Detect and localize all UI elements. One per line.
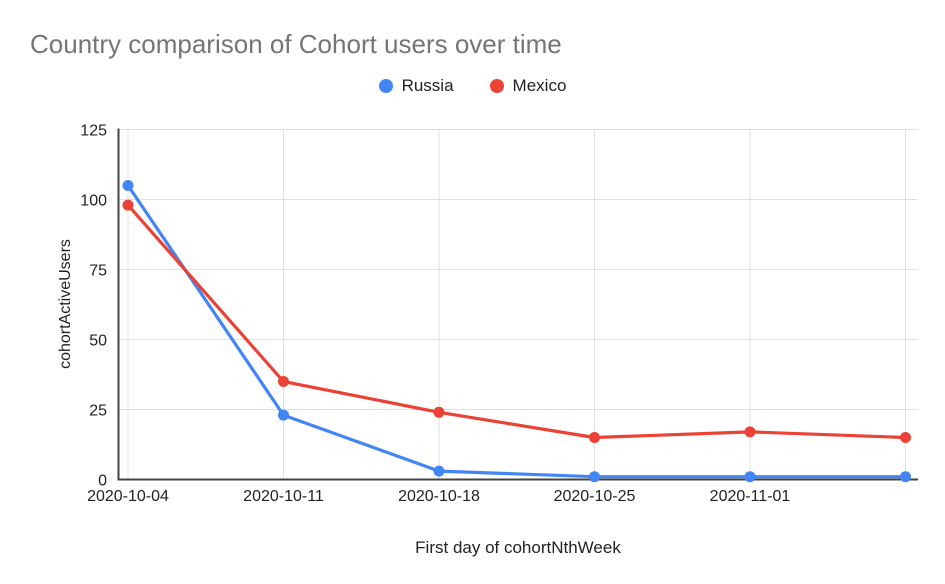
data-point-russia-1	[278, 409, 289, 421]
series-line-russia	[126, 183, 908, 479]
series-line-mexico	[126, 203, 908, 440]
y-tick-label: 25	[89, 403, 107, 420]
data-point-mexico-0	[122, 199, 134, 211]
legend-item-russia: Russia	[378, 76, 454, 96]
data-point-russia-4	[744, 471, 756, 483]
y-tick-label: 0	[98, 473, 107, 490]
legend-label: Russia	[401, 76, 454, 95]
chart-title: Country comparison of Cohort users over …	[30, 29, 562, 59]
x-tick-label: 2020-10-18	[398, 488, 480, 505]
legend-item-mexico: Mexico	[489, 76, 567, 96]
x-tick-label: 2020-11-01	[710, 488, 791, 505]
legend-label: Mexico	[512, 76, 567, 95]
y-tick-label: 125	[80, 123, 107, 140]
x-tick-label: 2020-10-25	[554, 488, 636, 505]
data-point-russia-2	[433, 465, 445, 477]
y-tick-label: 100	[80, 193, 107, 210]
data-point-mexico-4	[744, 426, 756, 438]
legend-swatch-mexico	[489, 79, 504, 93]
data-point-mexico-3	[589, 432, 600, 443]
y-tick-label: 75	[89, 263, 107, 280]
chart-legend: Russia Mexico	[0, 74, 945, 98]
data-point-mexico-2	[433, 406, 445, 418]
y-tick-label: 50	[89, 333, 107, 350]
x-tick-label: 2020-10-11	[243, 488, 324, 505]
data-point-russia-0	[122, 180, 134, 191]
legend-swatch-russia	[378, 79, 393, 93]
x-axis-title: First day of cohortNthWeek	[415, 538, 621, 557]
x-tick-label: 2020-10-04	[87, 488, 169, 505]
data-point-russia-5	[900, 471, 911, 483]
data-point-russia-3	[589, 471, 600, 483]
data-point-mexico-1	[278, 376, 289, 387]
data-point-mexico-5	[900, 432, 911, 443]
